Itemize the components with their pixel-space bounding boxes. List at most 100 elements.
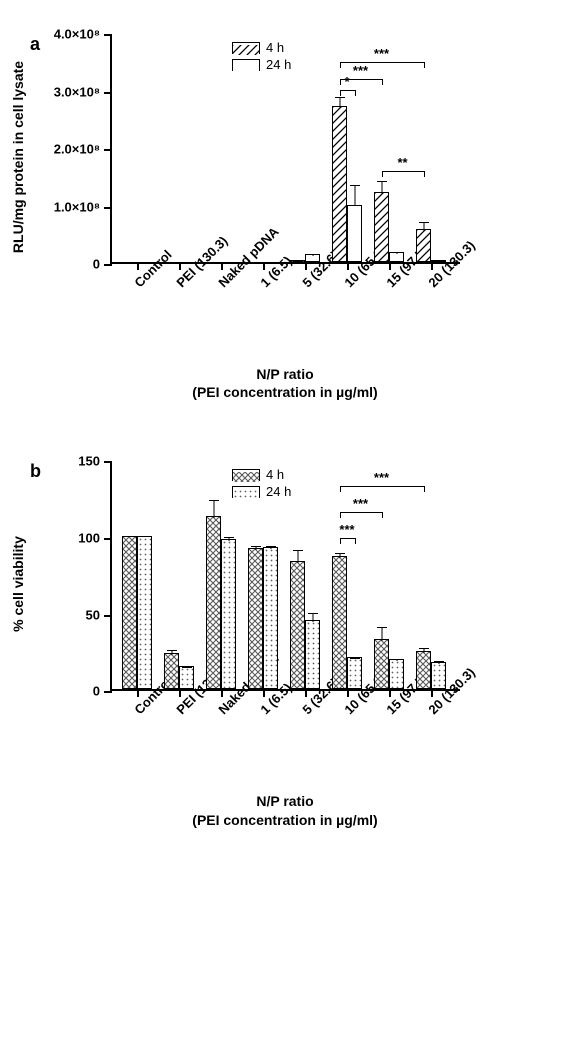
- bar: [332, 556, 347, 689]
- legend-swatch: [232, 59, 260, 71]
- error-cap: [182, 667, 192, 668]
- sig-bracket-tick: [382, 171, 383, 177]
- sig-bracket-tick: [340, 538, 341, 544]
- bar: [263, 547, 278, 690]
- plot-area: 01.0×10⁸2.0×10⁸3.0×10⁸4.0×10⁸RLU/mg prot…: [110, 34, 460, 264]
- ytick-label: 0: [93, 684, 112, 699]
- xtick: [221, 689, 223, 697]
- xtick: [389, 689, 391, 697]
- error-cap: [434, 262, 444, 263]
- xlabel: N/P ratio: [110, 365, 460, 383]
- legend: 4 h24 h: [232, 40, 291, 74]
- xsublabel: (PEI concentration in µg/ml): [110, 383, 460, 401]
- sig-bracket-tick: [340, 79, 341, 85]
- error-bar: [381, 181, 382, 194]
- sig-bracket-tick: [355, 538, 356, 544]
- sig-label: *: [344, 74, 349, 89]
- bar: [206, 516, 221, 689]
- sig-bracket: [340, 538, 355, 539]
- sig-label: ***: [374, 46, 389, 61]
- xtick: [431, 689, 433, 697]
- error-cap: [350, 185, 360, 186]
- bar: [416, 229, 431, 262]
- bar: [416, 651, 431, 689]
- ytick-label: 100: [78, 531, 112, 546]
- bar: [248, 548, 263, 689]
- sig-bracket: [340, 486, 424, 487]
- sig-bracket-tick: [382, 512, 383, 518]
- xtick: [431, 262, 433, 270]
- error-bar: [354, 185, 355, 207]
- legend-item: 4 h: [232, 40, 291, 55]
- sig-label: ***: [353, 496, 368, 511]
- panel-label: a: [30, 34, 40, 55]
- xtick: [179, 262, 181, 270]
- ytick-label: 1.0×10⁸: [54, 199, 112, 214]
- error-cap: [224, 537, 234, 538]
- ytick-label: 0: [93, 257, 112, 272]
- ylabel: RLU/mg protein in cell lysate: [10, 42, 26, 272]
- bar: [374, 639, 389, 690]
- bar: [347, 205, 362, 263]
- xtick: [347, 262, 349, 270]
- ytick-label: 150: [78, 454, 112, 469]
- error-cap: [377, 627, 387, 628]
- legend-swatch: [232, 469, 260, 481]
- xlabel-group: N/P ratio(PEI concentration in µg/ml): [110, 697, 460, 828]
- panel-label: b: [30, 461, 41, 482]
- bar: [122, 536, 137, 689]
- sig-label: **: [397, 155, 407, 170]
- error-cap: [293, 550, 303, 551]
- plot-area: 050100150% cell viabilityControlPEI (130…: [110, 461, 460, 691]
- xtick: [305, 689, 307, 697]
- bar: [179, 666, 194, 689]
- xtick: [263, 689, 265, 697]
- xtick: [221, 262, 223, 270]
- bar: [164, 653, 179, 690]
- sig-bracket-tick: [424, 486, 425, 492]
- sig-bracket: [340, 79, 382, 80]
- sig-bracket-tick: [340, 90, 341, 96]
- error-bar: [297, 550, 298, 562]
- sig-label: ***: [353, 63, 368, 78]
- ytick-label: 50: [86, 607, 112, 622]
- sig-label: ***: [374, 470, 389, 485]
- sig-bracket-tick: [382, 79, 383, 85]
- legend-swatch: [232, 42, 260, 54]
- error-bar: [381, 627, 382, 641]
- xtick: [179, 689, 181, 697]
- error-cap: [308, 254, 318, 255]
- bar: [332, 106, 347, 262]
- sig-bracket: [382, 171, 424, 172]
- sig-bracket-tick: [340, 486, 341, 492]
- error-cap: [392, 659, 402, 660]
- xtick: [389, 262, 391, 270]
- sig-bracket-tick: [340, 62, 341, 68]
- sig-bracket: [340, 62, 424, 63]
- legend-label: 4 h: [266, 40, 284, 55]
- xlabel: N/P ratio: [110, 792, 460, 810]
- sig-bracket-tick: [355, 90, 356, 96]
- error-cap: [350, 658, 360, 659]
- chart-b: b 050100150% cell viabilityControlPEI (13…: [10, 461, 572, 828]
- sig-bracket-tick: [340, 512, 341, 518]
- bar: [137, 536, 152, 689]
- xtick: [137, 689, 139, 697]
- bar: [221, 539, 236, 689]
- legend-item: 4 h: [232, 467, 291, 482]
- sig-bracket-tick: [424, 171, 425, 177]
- error-cap: [392, 252, 402, 253]
- error-cap: [266, 546, 276, 547]
- error-bar: [339, 97, 340, 107]
- error-cap: [335, 553, 345, 554]
- error-cap: [419, 222, 429, 223]
- legend-label: 4 h: [266, 467, 284, 482]
- bar: [374, 192, 389, 262]
- error-cap: [308, 613, 318, 614]
- ytick-label: 2.0×10⁸: [54, 142, 112, 157]
- bar: [389, 659, 404, 690]
- error-cap: [251, 546, 261, 547]
- ylabel: % cell viability: [10, 469, 26, 699]
- bar: [431, 662, 446, 690]
- error-cap: [377, 181, 387, 182]
